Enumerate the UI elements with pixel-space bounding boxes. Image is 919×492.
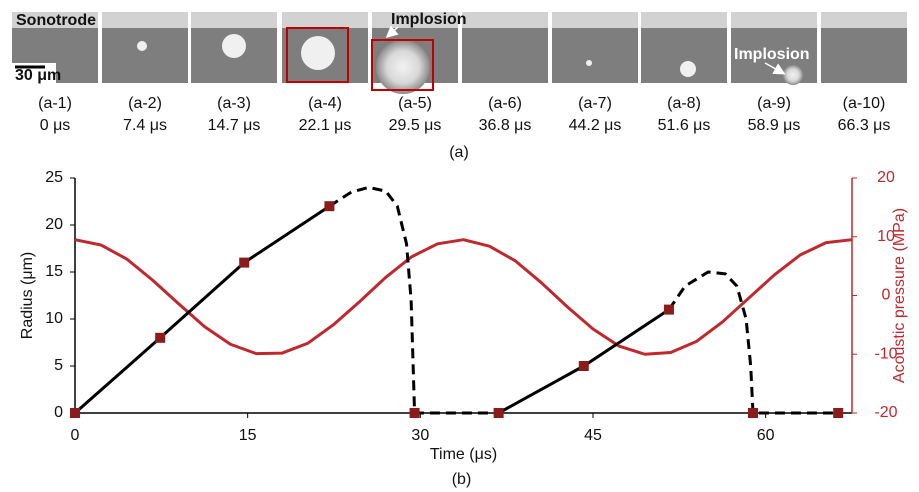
image-label: (a-3) xyxy=(217,95,251,112)
image-label: (a-4) xyxy=(308,95,342,112)
sonotrode-region xyxy=(372,12,458,28)
y2-axis-label: Acoustic pressure (MPa) xyxy=(891,208,908,383)
data-point xyxy=(239,257,250,268)
y-axis-label: Radius (μm) xyxy=(19,252,36,339)
image-label: (a-5) xyxy=(398,95,432,112)
bubble xyxy=(586,60,592,66)
image-strip: (a-1) 0 μs (a-2) 7.4 μs (a-3) 14.7 μs (a-4) 22.… xyxy=(12,11,907,134)
image-time: 14.7 μs xyxy=(208,117,261,134)
image-time: 51.6 μs xyxy=(658,117,711,134)
image-label: (a-6) xyxy=(488,95,522,112)
y-tick-label: 10 xyxy=(45,310,63,327)
x-tick-label: 30 xyxy=(411,427,429,444)
image-time: 29.5 μs xyxy=(389,117,442,134)
sonotrode-region xyxy=(282,12,368,28)
image-time: 66.3 μs xyxy=(838,117,891,134)
data-point xyxy=(409,408,420,418)
image-time: 22.1 μs xyxy=(299,117,352,134)
x-axis-label: Time (μs) xyxy=(430,446,497,463)
y-tick-label: 15 xyxy=(45,263,63,280)
bubble xyxy=(783,65,803,85)
image-label: (a-7) xyxy=(578,95,612,112)
image-time: 7.4 μs xyxy=(123,117,167,134)
sonotrode-region xyxy=(12,12,98,28)
chart: 0 15 30 45 60 0 5 10 15 20 25 -20 -10 0 10 20 Time (μs) (… xyxy=(19,169,908,488)
y2-tick-label: -20 xyxy=(874,404,897,421)
arrow xyxy=(764,62,786,75)
panel-caption: (a) xyxy=(449,144,469,161)
y-tick-label: 0 xyxy=(54,404,63,421)
image-label: (a-2) xyxy=(128,95,162,112)
annotation: Implosion xyxy=(391,11,467,28)
image-label: (a-9) xyxy=(757,95,791,112)
image-time: 44.2 μs xyxy=(569,117,622,134)
sonotrode-region xyxy=(731,12,817,28)
y2-tick-label: 0 xyxy=(882,287,891,304)
data-point xyxy=(578,361,589,371)
chart-caption: (b) xyxy=(452,471,472,488)
y2-tick-label: 20 xyxy=(877,169,895,186)
annotation: Sonotrode xyxy=(16,12,96,29)
sonotrode-region xyxy=(102,12,188,28)
bubble xyxy=(137,41,147,51)
y-tick-label: 5 xyxy=(54,357,63,374)
data-point xyxy=(493,408,504,418)
image-time: 36.8 μs xyxy=(479,117,532,134)
data-point xyxy=(155,332,166,343)
y2-tick-label: -10 xyxy=(874,345,897,362)
data-point xyxy=(833,408,844,418)
x-tick-label: 0 xyxy=(71,427,80,444)
sonotrode-region xyxy=(552,12,638,28)
y2-tick-label: 10 xyxy=(877,228,895,245)
arrow xyxy=(385,25,399,39)
data-point xyxy=(70,408,80,418)
y-tick-label: 20 xyxy=(45,216,63,233)
image-time: 0 μs xyxy=(40,117,71,134)
bubble xyxy=(301,36,335,70)
image-label: (a-10) xyxy=(843,95,886,112)
bubble xyxy=(222,34,246,58)
x-tick-label: 45 xyxy=(584,427,602,444)
y-tick-label: 25 xyxy=(45,169,63,186)
fit-line xyxy=(328,185,839,415)
x-tick-label: 60 xyxy=(757,427,775,444)
image-time: 58.9 μs xyxy=(748,117,801,134)
sonotrode-region xyxy=(641,12,727,28)
sonotrode-region xyxy=(821,12,907,28)
data-point xyxy=(663,304,674,315)
scale-bar-label: 30 μm xyxy=(15,67,61,84)
data-point xyxy=(748,408,759,418)
data-point xyxy=(324,201,335,212)
sonotrode-region xyxy=(462,12,548,28)
highlight-box xyxy=(286,27,349,83)
image-label: (a-8) xyxy=(667,95,701,112)
bubble xyxy=(680,61,696,77)
image-label: (a-1) xyxy=(38,95,72,112)
data-line xyxy=(74,204,670,415)
bubble xyxy=(376,40,430,94)
sonotrode-region xyxy=(191,12,277,28)
x-tick-label: 15 xyxy=(239,427,257,444)
data-line xyxy=(74,238,853,356)
annotation: Implosion xyxy=(734,46,810,63)
highlight-box xyxy=(371,39,434,91)
